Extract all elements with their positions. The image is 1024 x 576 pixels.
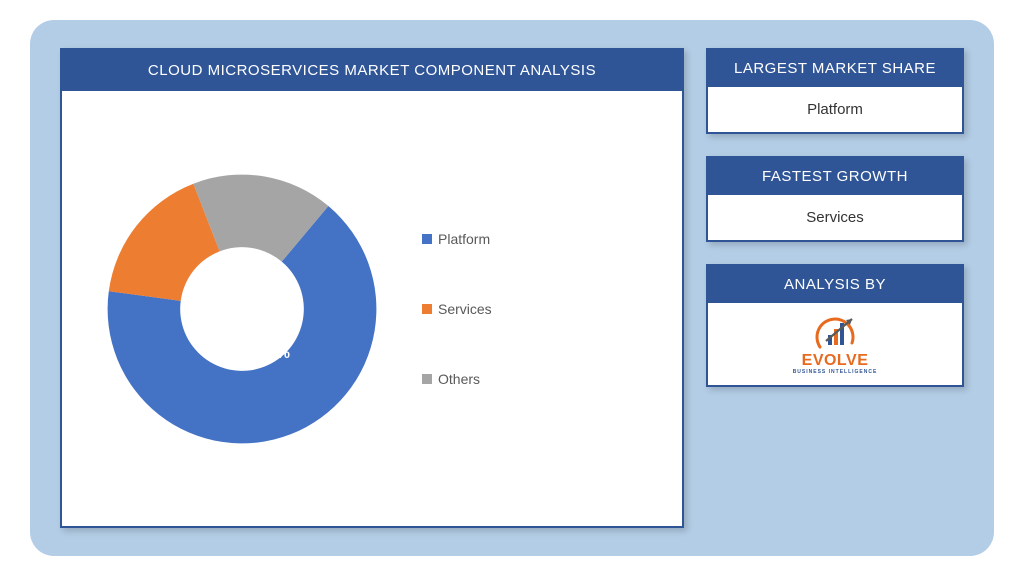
analysis-by-title: ANALYSIS BY [708, 266, 962, 303]
dashboard-frame: CLOUD MICROSERVICES MARKET COMPONENT ANA… [30, 20, 994, 556]
growth-title: FASTEST GROWTH [708, 158, 962, 195]
chart-card: CLOUD MICROSERVICES MARKET COMPONENT ANA… [60, 48, 684, 528]
market-share-value: Platform [708, 87, 962, 132]
right-column: LARGEST MARKET SHARE Platform FASTEST GR… [706, 48, 964, 528]
market-share-title: LARGEST MARKET SHARE [708, 50, 962, 87]
chart-title: CLOUD MICROSERVICES MARKET COMPONENT ANA… [62, 50, 682, 91]
growth-value: Services [708, 195, 962, 240]
legend-item-others: Others [422, 371, 492, 387]
legend-item-platform: Platform [422, 231, 492, 247]
legend-item-services: Services [422, 301, 492, 317]
donut-value-label: 66% [260, 345, 290, 362]
legend-label: Platform [438, 231, 490, 247]
donut-chart: 66% [102, 169, 382, 449]
analysis-by-logo: EVOLVE BUSINESS INTELLIGENCE [708, 303, 962, 385]
legend-label: Services [438, 301, 492, 317]
left-column: CLOUD MICROSERVICES MARKET COMPONENT ANA… [60, 48, 684, 528]
brand-subtitle: BUSINESS INTELLIGENCE [793, 369, 878, 375]
chart-body: 66% Platform Services Others [62, 91, 682, 526]
legend-swatch [422, 234, 432, 244]
legend-swatch [422, 304, 432, 314]
chart-legend: Platform Services Others [422, 194, 492, 424]
legend-swatch [422, 374, 432, 384]
market-share-card: LARGEST MARKET SHARE Platform [706, 48, 964, 134]
analysis-by-card: ANALYSIS BY EVOLVE BUSINESS INTELLIGENCE [706, 264, 964, 387]
brand-name: EVOLVE [802, 353, 869, 369]
legend-label: Others [438, 371, 480, 387]
growth-card: FASTEST GROWTH Services [706, 156, 964, 242]
